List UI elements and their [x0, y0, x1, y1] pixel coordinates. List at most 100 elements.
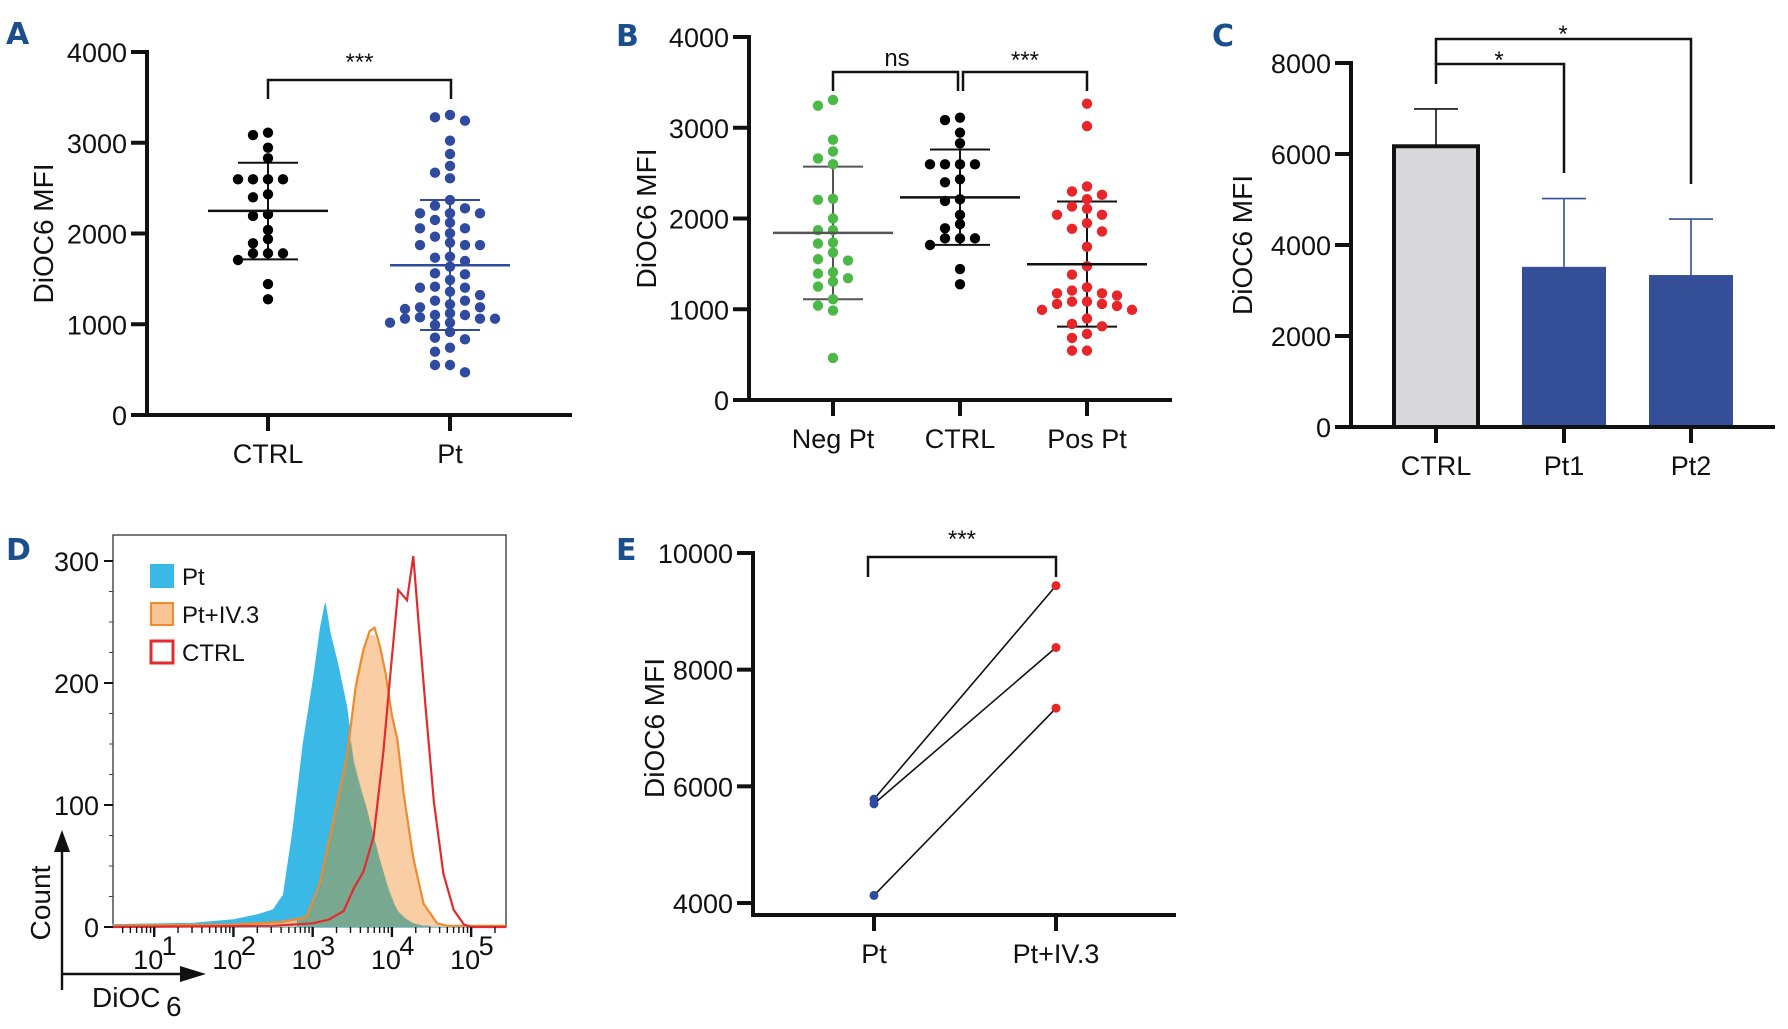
y-tick-label: 4000: [673, 889, 733, 919]
data-point: [827, 193, 839, 205]
panel-label-d: D: [6, 533, 31, 568]
data-point: [827, 267, 839, 278]
data-point: [444, 135, 456, 146]
data-point-after: [1051, 581, 1061, 591]
x-category-label: Pt2: [1671, 451, 1712, 481]
x-tick-exponent: 3: [320, 931, 335, 961]
significance-label: ***: [948, 526, 976, 553]
data-point: [954, 112, 966, 123]
data-point: [444, 261, 456, 272]
data-point: [812, 268, 824, 279]
data-point: [247, 192, 259, 203]
y-tick-label: 6000: [1271, 140, 1331, 170]
significance-label: ***: [1011, 47, 1039, 74]
x-category-label: Neg Pt: [792, 424, 875, 454]
significance-bracket: [831, 70, 960, 91]
data-point: [459, 203, 471, 214]
data-point: [1096, 321, 1108, 332]
data-point: [1096, 298, 1108, 310]
data-point: [1081, 261, 1093, 272]
significance-label: *: [1558, 21, 1567, 48]
data-point: [827, 276, 839, 287]
x-tick-label: 10: [450, 945, 480, 975]
data-point: [1081, 193, 1093, 205]
data-point: [939, 114, 951, 126]
series-pos-pt: [1027, 98, 1147, 356]
data-point: [459, 223, 471, 234]
data-point: [969, 233, 981, 244]
data-point: [277, 174, 289, 185]
data-point: [399, 313, 411, 324]
data-point: [1081, 313, 1093, 324]
significance-bracket: [1434, 62, 1566, 173]
histogram-pt-iv3-fill: [113, 635, 506, 927]
bar-pt1: [1522, 266, 1606, 427]
data-point: [444, 237, 456, 248]
data-point: [444, 228, 456, 239]
data-point: [474, 239, 486, 251]
data-point: [827, 158, 839, 170]
data-point-before: [869, 890, 879, 900]
y-arrow-head-icon: [54, 830, 70, 852]
data-point: [429, 112, 441, 123]
panel-label-c: C: [1212, 19, 1234, 54]
data-point: [262, 174, 274, 185]
x-tick-label: 10: [133, 945, 163, 975]
data-point: [262, 224, 274, 236]
data-point: [1066, 285, 1078, 296]
data-point: [954, 279, 966, 290]
y-tick-label: 4000: [1271, 231, 1331, 261]
data-point: [429, 295, 441, 306]
data-point: [489, 313, 501, 324]
x-axis-title: DiOC: [92, 982, 160, 1013]
data-point: [474, 313, 486, 324]
data-point: [444, 173, 456, 184]
legend-label: Pt: [182, 564, 205, 591]
data-point: [1081, 98, 1093, 109]
x-tick-label: 10: [292, 945, 322, 975]
y-tick-label: 0: [714, 386, 729, 416]
data-point: [429, 167, 441, 178]
x-tick-exponent: 5: [479, 931, 494, 961]
significance-bracket: [266, 78, 453, 99]
histogram-overlap: [296, 741, 432, 927]
data-point: [444, 317, 456, 328]
panel-e-paired-plot: 4000 6000 8000 10000 DiOC6 MFI Pt Pt+IV.3 ***: [639, 526, 1176, 969]
data-point: [924, 239, 936, 251]
significance-bracket: [866, 555, 1058, 577]
legend-swatch: [149, 639, 175, 665]
data-point: [459, 115, 471, 126]
data-point: [1081, 120, 1093, 132]
data-point: [1111, 290, 1123, 301]
data-point: [247, 238, 259, 249]
data-point: [444, 160, 456, 172]
data-point: [969, 159, 981, 170]
data-point: [812, 194, 824, 206]
y-axis-title: DiOC6 MFI: [631, 149, 662, 289]
data-point: [954, 218, 966, 230]
data-point-after: [1051, 643, 1061, 652]
data-point: [1066, 318, 1078, 330]
x-tick-exponent: 4: [399, 931, 414, 961]
data-point: [812, 238, 824, 249]
data-point: [429, 319, 441, 331]
data-point: [474, 208, 486, 219]
y-axis-title: DiOC6 MFI: [28, 164, 59, 304]
data-point: [1066, 345, 1078, 356]
data-point: [429, 252, 441, 263]
data-point: [1111, 300, 1123, 312]
data-point: [262, 294, 274, 305]
y-tick-label: 3000: [669, 114, 729, 144]
y-tick-label: 300: [54, 547, 99, 577]
data-point: [812, 300, 824, 311]
y-tick-label: 200: [54, 669, 99, 699]
data-point: [1066, 296, 1078, 307]
x-category-label: Pt+IV.3: [1013, 939, 1100, 969]
y-tick-label: 8000: [673, 656, 733, 686]
data-point: [414, 302, 426, 313]
y-tick-label: 0: [1316, 413, 1331, 443]
data-point: [247, 248, 259, 259]
data-point: [954, 263, 966, 275]
data-point: [459, 367, 471, 378]
